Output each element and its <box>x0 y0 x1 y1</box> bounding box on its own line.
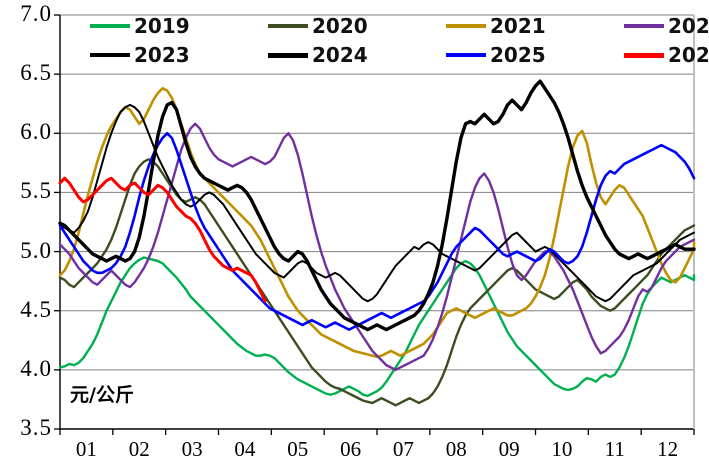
legend-label: 2019 <box>134 14 190 38</box>
legend-swatch-2025 <box>446 53 486 57</box>
x-tick-label: 04 <box>234 437 256 461</box>
legend-label: 2025 <box>490 43 546 67</box>
legend-label: 2023 <box>134 43 190 67</box>
x-tick-label: 01 <box>75 437 97 461</box>
legend-label: 2021 <box>490 14 546 38</box>
y-tick-label: 3.5 <box>20 415 52 440</box>
series-line-2025 <box>58 131 696 331</box>
legend-item-2020[interactable]: 2020 <box>268 16 368 36</box>
legend-label: 2026 <box>668 43 709 67</box>
legend-item-2026[interactable]: 2026 <box>624 45 709 65</box>
y-tick-label: 4.0 <box>20 355 52 381</box>
legend-swatch-2023 <box>90 53 130 57</box>
x-tick-label: 03 <box>181 437 203 461</box>
x-tick-label: 12 <box>657 437 679 461</box>
legend-swatch-2021 <box>446 24 486 28</box>
legend-label: 2024 <box>312 43 368 67</box>
y-tick-label: 6.0 <box>20 119 52 145</box>
x-tick-label: 07 <box>392 437 414 461</box>
x-tick-label: 05 <box>287 437 309 461</box>
series-line-2026 <box>58 176 267 303</box>
legend-item-2025[interactable]: 2025 <box>446 45 546 65</box>
legend-item-2019[interactable]: 2019 <box>90 16 190 36</box>
legend-item-2023[interactable]: 2023 <box>90 45 190 65</box>
x-tick-label: 08 <box>445 437 467 461</box>
unit-label: 元/公斤 <box>70 384 134 406</box>
series-line-2023 <box>59 103 695 303</box>
legend-swatch-2019 <box>90 24 130 28</box>
series-line-2020 <box>58 158 696 407</box>
y-tick-label: 4.5 <box>20 296 52 322</box>
legend-item-2021[interactable]: 2021 <box>446 16 546 36</box>
legend-swatch-2020 <box>268 24 308 28</box>
series-line-2024 <box>58 79 696 332</box>
x-tick-label: 09 <box>498 437 520 461</box>
x-tick-label: 11 <box>604 437 625 461</box>
y-tick-label: 6.5 <box>20 60 52 86</box>
y-tick-label: 7.0 <box>20 1 52 26</box>
legend-swatch-2024 <box>268 52 308 58</box>
series-line-2019 <box>58 256 696 398</box>
axis-ticks <box>54 14 695 435</box>
x-tick-label: 10 <box>551 437 573 461</box>
data-lines <box>58 79 696 407</box>
x-tick-label: 06 <box>340 437 362 461</box>
legend-swatch-2022 <box>624 24 664 28</box>
y-tick-label: 5.0 <box>20 237 52 263</box>
y-tick-label: 5.5 <box>20 178 52 204</box>
series-line-2022 <box>58 122 696 372</box>
legend-swatch-2026 <box>624 52 664 58</box>
legend-label: 2020 <box>312 14 368 38</box>
series-line-2021 <box>58 87 696 359</box>
legend-item-2024[interactable]: 2024 <box>268 45 368 65</box>
x-tick-label: 02 <box>128 437 150 461</box>
